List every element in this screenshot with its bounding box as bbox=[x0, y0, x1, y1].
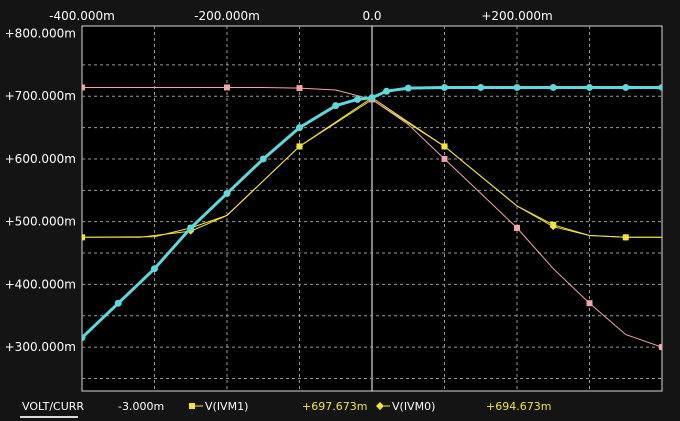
data-point bbox=[82, 84, 85, 91]
y-tick-label: +500.000m bbox=[5, 215, 76, 229]
series-line bbox=[82, 97, 662, 238]
y-tick-label: +600.000m bbox=[5, 152, 76, 166]
data-point bbox=[296, 143, 303, 150]
data-point bbox=[513, 83, 521, 91]
data-point bbox=[354, 95, 361, 103]
footer: VOLT/CURR -3.000m V(IVM1) +697.673m V(IV… bbox=[20, 400, 551, 418]
x-tick-label: -400.000m bbox=[49, 9, 115, 23]
x-axis-ticks: -400.000m -200.000m 0.0 +200.000m bbox=[49, 9, 553, 23]
data-point bbox=[383, 87, 390, 95]
data-point bbox=[441, 83, 448, 91]
data-point bbox=[151, 265, 158, 273]
legend-value-ivm1: +697.673m bbox=[302, 400, 367, 413]
data-point bbox=[441, 155, 448, 162]
data-point bbox=[658, 83, 662, 91]
data-point bbox=[659, 344, 662, 351]
data-point bbox=[441, 143, 448, 150]
x-value-readout: -3.000m bbox=[118, 400, 164, 413]
data-point bbox=[368, 94, 376, 102]
data-point bbox=[259, 155, 267, 163]
series-0 bbox=[82, 83, 662, 342]
data-point bbox=[622, 234, 629, 241]
x-tick-label: +200.000m bbox=[481, 9, 552, 23]
data-point bbox=[187, 224, 195, 232]
data-point bbox=[514, 224, 520, 231]
footer-underline bbox=[20, 416, 78, 418]
legend-value-ivm0: +694.673m bbox=[486, 400, 551, 413]
data-point bbox=[114, 299, 122, 307]
x-tick-label: -200.000m bbox=[194, 9, 260, 23]
legend-name-ivm1: V(IVM1) bbox=[205, 400, 248, 413]
data-point bbox=[224, 84, 230, 91]
data-point bbox=[477, 83, 485, 91]
y-tick-label: +800.000m bbox=[5, 27, 76, 41]
legend-marker-ivm0 bbox=[376, 402, 384, 410]
data-point bbox=[549, 83, 557, 91]
data-point bbox=[296, 85, 303, 92]
legend-name-ivm0: V(IVM0) bbox=[392, 400, 435, 413]
data-point bbox=[550, 221, 557, 228]
data-point bbox=[82, 334, 86, 342]
axis-label: VOLT/CURR bbox=[22, 400, 84, 413]
y-tick-label: +700.000m bbox=[5, 89, 76, 103]
y-axis-ticks: +800.000m +700.000m +600.000m +500.000m +400… bbox=[5, 27, 76, 355]
data-point bbox=[332, 102, 340, 110]
series-line bbox=[82, 87, 662, 348]
y-tick-label: +300.000m bbox=[5, 340, 76, 354]
data-point bbox=[586, 300, 593, 307]
y-tick-label: +400.000m bbox=[5, 277, 76, 291]
series-group bbox=[82, 83, 662, 351]
data-point bbox=[622, 83, 630, 91]
x-tick-label: 0.0 bbox=[362, 9, 381, 23]
data-point bbox=[223, 189, 231, 197]
data-point bbox=[586, 83, 593, 91]
data-point bbox=[82, 234, 85, 241]
data-point bbox=[404, 84, 412, 92]
legend-marker-ivm1 bbox=[189, 403, 195, 409]
data-point bbox=[296, 124, 303, 132]
